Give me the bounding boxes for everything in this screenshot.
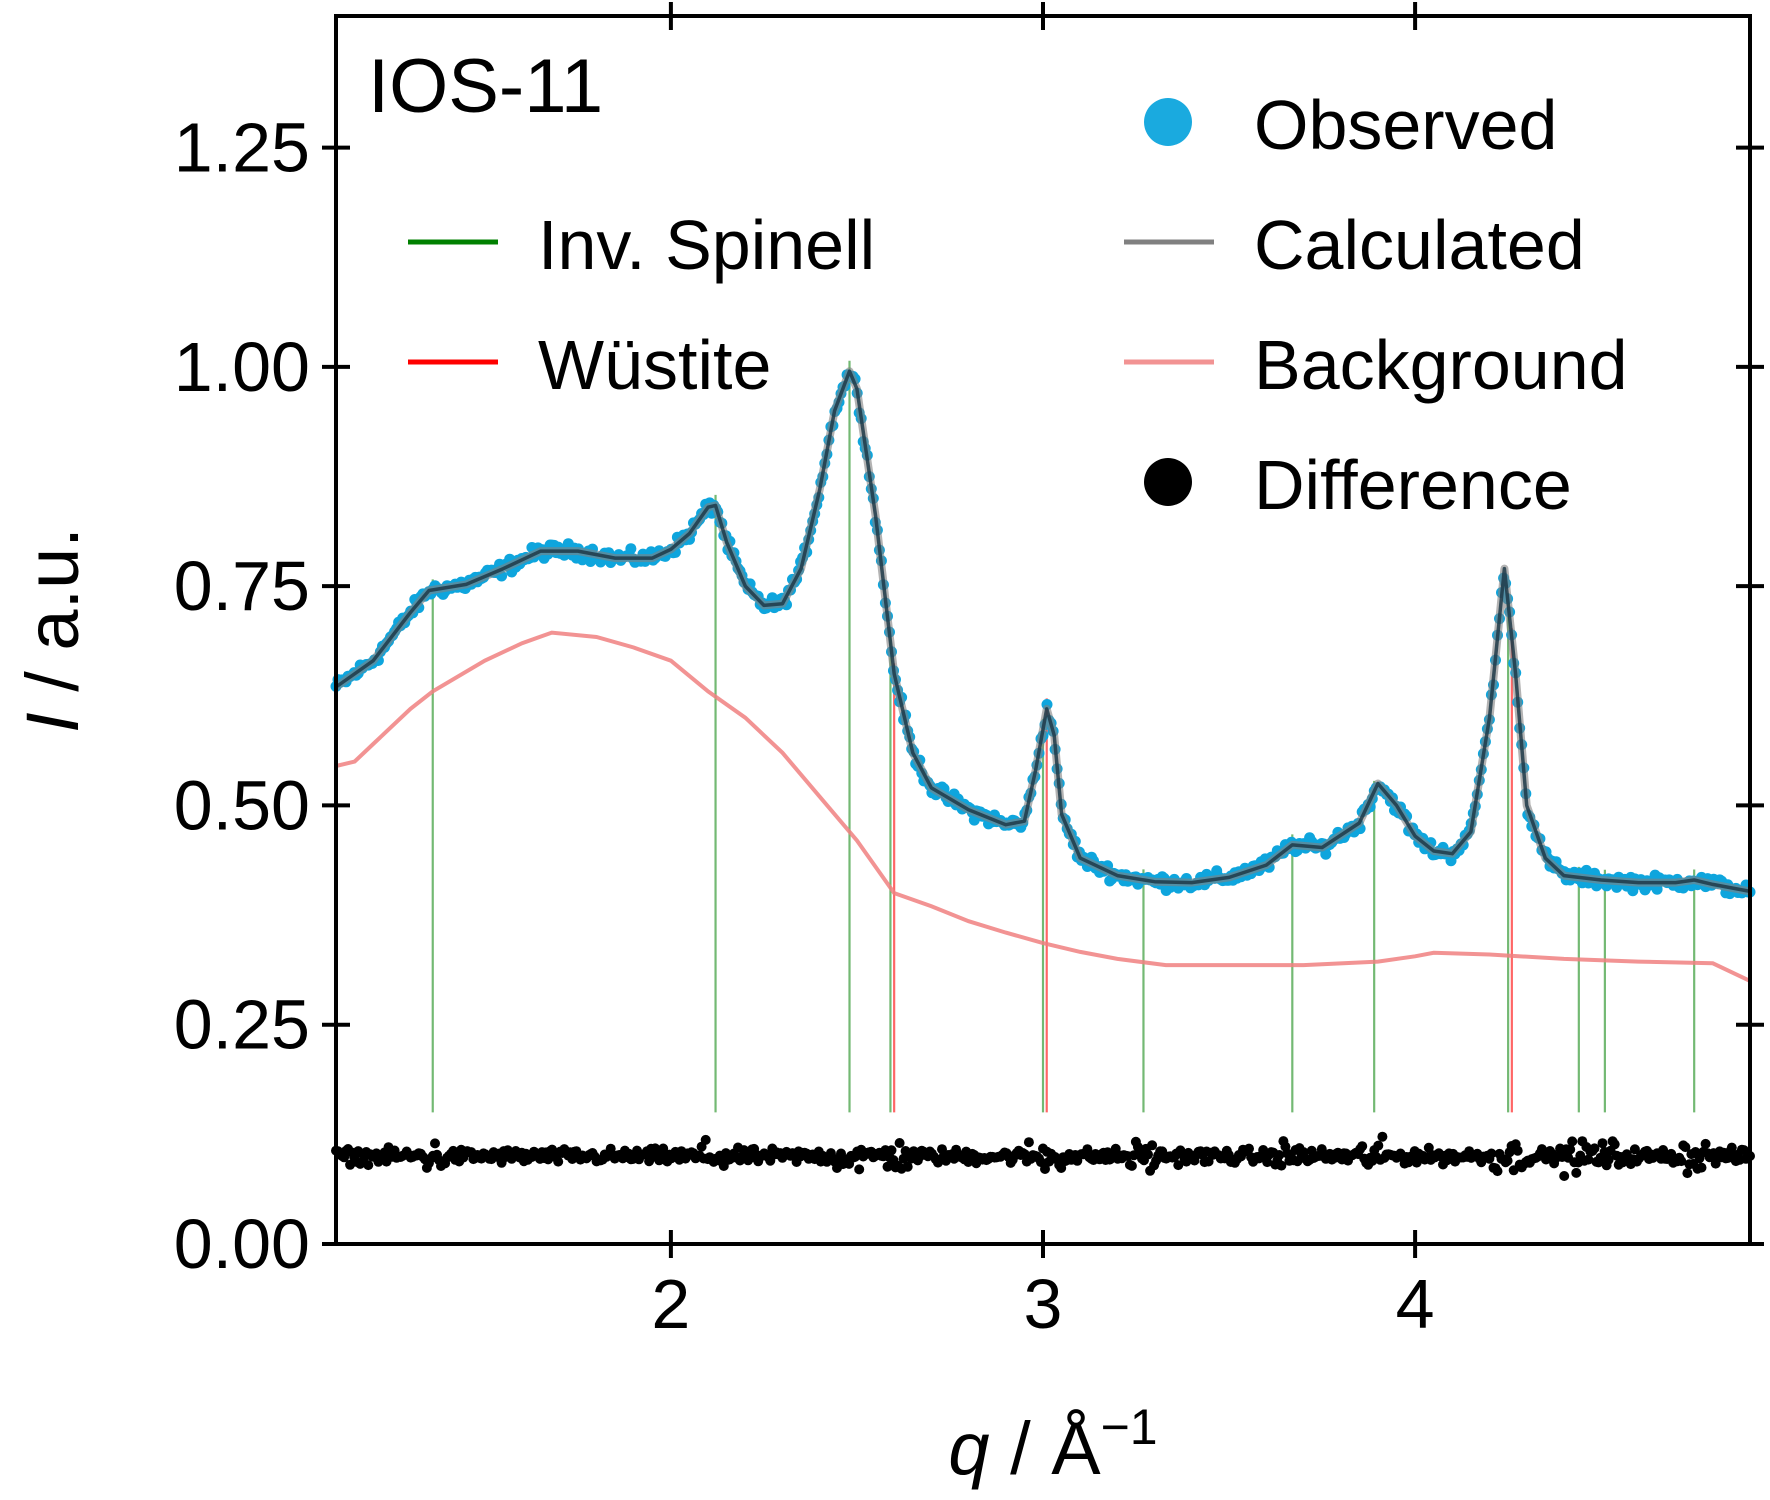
legend: Inv. Spinell Wüstite Observed Calculated Bac… — [408, 86, 1628, 524]
reflection-markers — [431, 360, 1696, 1113]
difference-point — [553, 1156, 564, 1167]
difference-point — [1676, 1156, 1687, 1167]
y-tick-label: 0.00 — [174, 1205, 310, 1283]
legend-label: Inv. Spinell — [538, 206, 875, 284]
legend-label: Observed — [1254, 86, 1557, 164]
x-axis-unit: / Å — [990, 1407, 1102, 1490]
legend-item-observed: Observed — [1144, 86, 1557, 164]
axes: 0.00 0.25 0.50 0.75 1.00 1.25 2 3 4 — [174, 2, 1764, 1343]
difference-point — [1423, 1142, 1434, 1153]
difference-point — [1082, 1144, 1093, 1155]
legend-label: Calculated — [1254, 206, 1585, 284]
difference-point — [1132, 1141, 1143, 1152]
difference-point — [1567, 1136, 1578, 1147]
axis-labels: q / Å−1 I / a.u. IOS-11 — [11, 44, 1158, 1490]
difference-point — [1502, 1155, 1513, 1166]
difference-point — [1262, 1157, 1273, 1168]
difference-point — [1147, 1140, 1158, 1151]
legend-marker — [1144, 98, 1192, 146]
difference-point — [1143, 1149, 1153, 1160]
difference-point — [854, 1164, 865, 1175]
difference-point — [1023, 1137, 1034, 1148]
y-axis-label: I / a.u. — [11, 527, 94, 733]
y-tick-label: 0.75 — [174, 547, 310, 625]
legend-marker — [1144, 458, 1192, 506]
difference-point — [1726, 1142, 1737, 1153]
legend-item-background: Background — [1124, 326, 1628, 404]
difference-point — [1486, 1148, 1497, 1159]
legend-label: Background — [1254, 326, 1628, 404]
difference-point — [658, 1143, 669, 1154]
difference-point — [1244, 1143, 1254, 1154]
difference-point — [430, 1138, 440, 1149]
difference-point — [1274, 1150, 1285, 1160]
difference-point — [902, 1161, 913, 1172]
difference-point — [1609, 1139, 1620, 1150]
calculated-series — [333, 367, 1751, 896]
difference-point — [1571, 1167, 1582, 1178]
difference-point — [1583, 1154, 1594, 1165]
difference-point — [1603, 1154, 1614, 1165]
y-tick-label: 0.50 — [174, 766, 310, 844]
difference-point — [1357, 1141, 1368, 1152]
observed-point — [625, 543, 637, 555]
difference-point — [1377, 1131, 1388, 1142]
x-tick-label: 2 — [651, 1265, 690, 1343]
y-axis-unit: / a.u. — [11, 527, 94, 712]
difference-point — [1492, 1166, 1503, 1177]
legend-item-difference: Difference — [1144, 446, 1572, 524]
difference-point — [1589, 1143, 1600, 1154]
difference-point — [1040, 1164, 1050, 1174]
difference-point — [700, 1134, 711, 1145]
difference-point — [1565, 1144, 1576, 1155]
x-axis-label: q / Å−1 — [948, 1399, 1157, 1490]
difference-point — [1700, 1138, 1711, 1149]
legend-label: Wüstite — [538, 326, 771, 404]
background-line — [335, 630, 1751, 983]
background-series — [335, 630, 1751, 983]
y-tick-label: 1.00 — [174, 328, 310, 406]
x-tick-label: 3 — [1024, 1265, 1063, 1343]
y-tick-label: 0.25 — [174, 986, 310, 1064]
x-axis-unit-exponent: −1 — [1101, 1399, 1158, 1455]
difference-point — [1126, 1160, 1137, 1171]
legend-item-inv-spinell: Inv. Spinell — [408, 206, 875, 284]
difference-point — [1173, 1160, 1184, 1171]
legend-item-w-stite: Wüstite — [408, 326, 771, 404]
difference-point — [1512, 1145, 1523, 1156]
difference-point — [886, 1145, 897, 1156]
difference-point — [882, 1161, 893, 1172]
difference-point — [1629, 1144, 1640, 1155]
difference-point — [1680, 1142, 1691, 1153]
x-axis-variable: q — [948, 1407, 989, 1490]
legend-item-calculated: Calculated — [1124, 206, 1585, 284]
difference-point — [894, 1138, 905, 1148]
panel-label: IOS-11 — [368, 44, 603, 129]
difference-series — [331, 1131, 1755, 1181]
difference-point — [1559, 1171, 1570, 1181]
x-tick-label: 4 — [1396, 1265, 1435, 1343]
observed-point — [1320, 848, 1332, 860]
difference-point — [1597, 1138, 1608, 1149]
difference-point — [1696, 1162, 1707, 1173]
difference-point — [1373, 1140, 1384, 1151]
y-axis-variable: I — [11, 712, 94, 733]
calculated-line — [334, 369, 1751, 894]
difference-point — [1682, 1168, 1693, 1179]
difference-point — [1276, 1160, 1287, 1171]
legend-label: Difference — [1254, 446, 1572, 524]
difference-point — [1658, 1145, 1669, 1155]
y-tick-label: 1.25 — [174, 109, 310, 187]
difference-point — [363, 1160, 374, 1171]
